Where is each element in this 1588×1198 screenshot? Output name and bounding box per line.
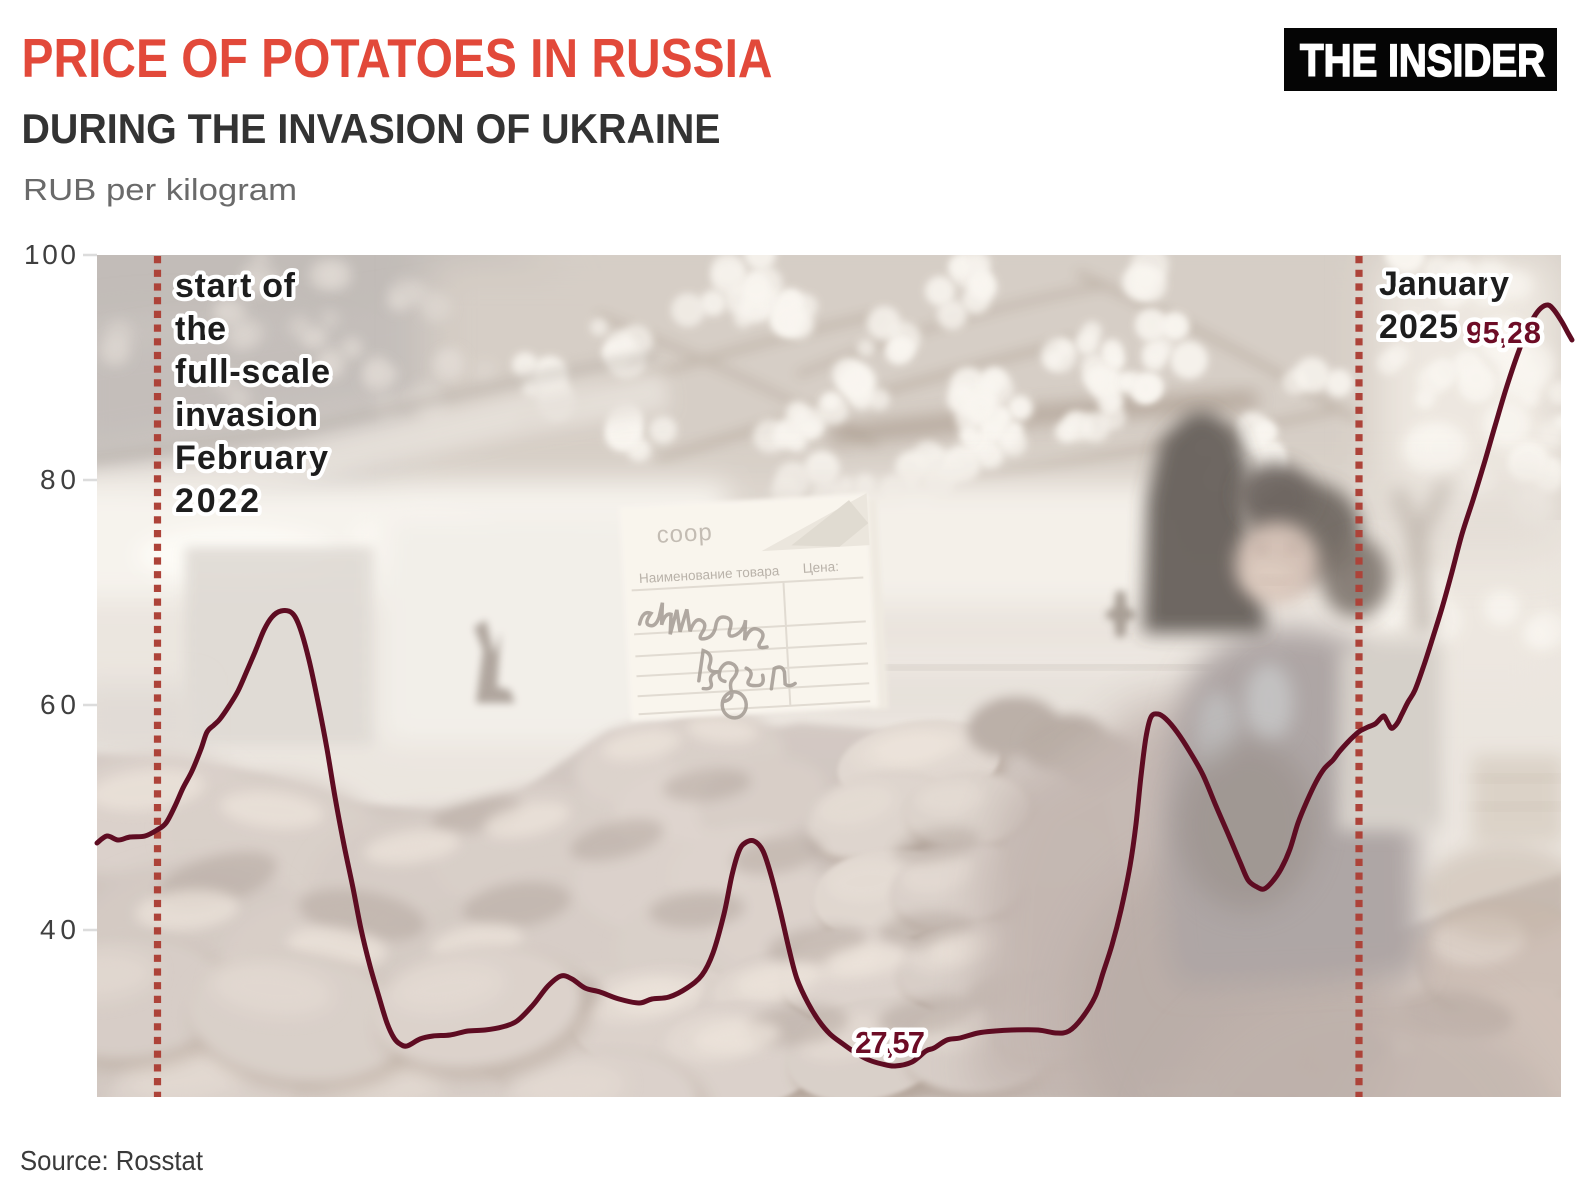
svg-text:February: February [175, 439, 328, 477]
svg-text:coop: coop [656, 519, 713, 549]
svg-text:invasion: invasion [175, 396, 318, 434]
svg-text:PRICE OF POTATOES IN RUSSIA: PRICE OF POTATOES IN RUSSIA [22, 27, 773, 89]
svg-text:60: 60 [40, 689, 76, 720]
svg-text:40: 40 [40, 914, 76, 945]
svg-text:the: the [175, 310, 226, 348]
svg-text:start of: start of [175, 267, 296, 305]
svg-text:full-scale: full-scale [175, 353, 330, 391]
svg-text:Цена:: Цена: [802, 559, 839, 576]
svg-text:THE INSIDER: THE INSIDER [1300, 35, 1545, 86]
svg-text:RUB per kilogram: RUB per kilogram [23, 172, 297, 207]
svg-text:95,28: 95,28 [1466, 315, 1541, 350]
svg-text:January: January [1379, 265, 1509, 303]
svg-text:27,57: 27,57 [855, 1025, 925, 1060]
svg-text:2025: 2025 [1379, 308, 1458, 346]
svg-text:100: 100 [24, 239, 76, 270]
svg-text:80: 80 [40, 464, 76, 495]
svg-text:DURING THE INVASION OF UKRAINE: DURING THE INVASION OF UKRAINE [22, 105, 721, 152]
svg-text:Source: Rosstat: Source: Rosstat [20, 1145, 203, 1176]
